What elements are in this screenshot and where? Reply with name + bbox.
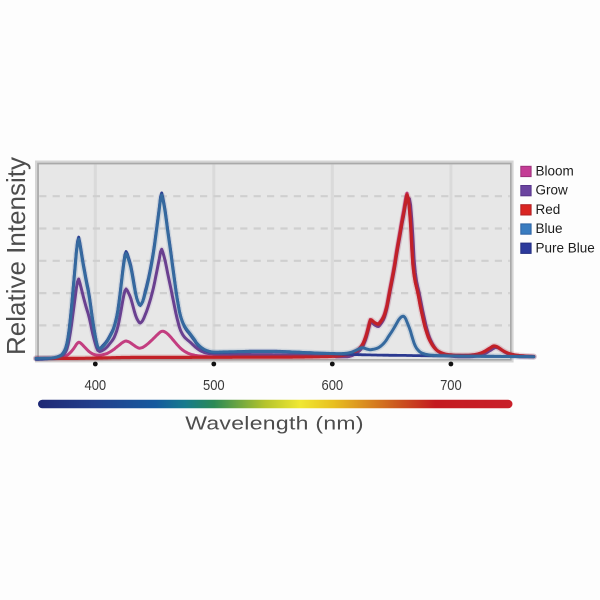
svg-text:600: 600 <box>321 377 343 393</box>
svg-text:Blue: Blue <box>536 221 563 236</box>
svg-text:Relative Intensity: Relative Intensity <box>1 157 31 355</box>
svg-text:700: 700 <box>440 377 462 393</box>
svg-text:Pure Blue: Pure Blue <box>536 240 595 255</box>
svg-text:Grow: Grow <box>536 183 569 198</box>
svg-text:Bloom: Bloom <box>536 164 574 179</box>
svg-text:400: 400 <box>84 377 106 393</box>
svg-text:Wavelength (nm): Wavelength (nm) <box>185 413 364 433</box>
svg-text:Red: Red <box>536 202 561 217</box>
svg-text:500: 500 <box>203 377 225 393</box>
